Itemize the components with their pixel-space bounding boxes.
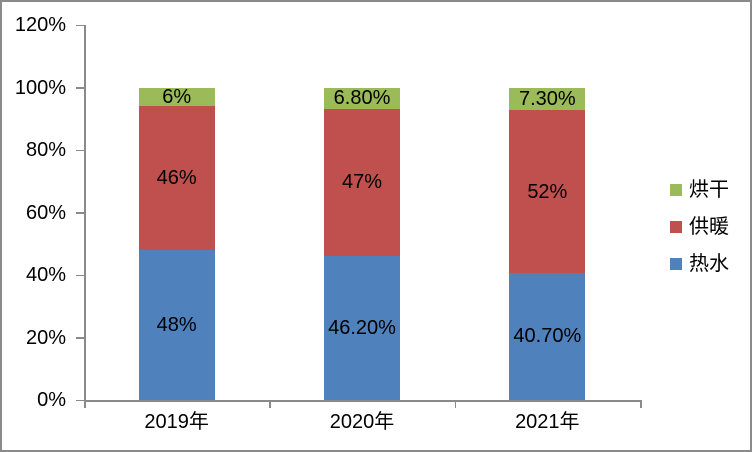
x-axis-tick [640, 400, 642, 408]
legend-label: 烘干 [689, 179, 729, 201]
y-axis-tick-label: 100% [14, 76, 66, 99]
legend-item: 热水 [670, 251, 729, 277]
legend-label: 热水 [689, 253, 729, 275]
bar-segment-label: 46% [156, 167, 197, 190]
bar-segment [509, 110, 586, 273]
y-axis-tick [76, 24, 84, 26]
legend-swatch [670, 258, 682, 270]
bar-segment [324, 87, 400, 109]
legend-swatch [670, 221, 682, 233]
bar-segment [138, 87, 215, 107]
y-axis-tick [76, 87, 84, 89]
x-axis-category-label: 2019年 [144, 411, 209, 433]
legend-item: 供暖 [670, 214, 729, 240]
bar-segment [509, 272, 586, 400]
legend-label: 供暖 [689, 216, 729, 238]
y-axis-tick-label: 20% [25, 326, 66, 349]
y-axis-tick [76, 337, 84, 339]
bar-segment [324, 255, 400, 400]
x-axis-category-label: 2021年 [515, 411, 580, 433]
bar-segment-label: 52% [527, 180, 568, 203]
y-axis-tick-label: 80% [25, 139, 66, 161]
legend-item: 烘干 [670, 177, 729, 203]
bar-segment-label: 7.30% [518, 87, 576, 110]
bar-segment-label: 40.70% [513, 325, 582, 348]
y-axis-tick-label: 40% [25, 264, 66, 286]
bar-segment-label: 46.20% [328, 316, 396, 339]
legend-swatch [670, 184, 682, 196]
bar-segment-label: 47% [341, 171, 383, 194]
y-axis-tick-label: 0% [37, 389, 66, 411]
x-axis-category-label: 2020年 [329, 411, 395, 433]
bar-segment [138, 106, 215, 250]
y-axis-line [84, 25, 86, 400]
y-axis-tick [76, 212, 84, 214]
x-axis-tick [454, 400, 457, 408]
y-axis-tick-label: 120% [14, 14, 66, 36]
bar-segment [509, 87, 586, 111]
x-axis-tick [84, 400, 86, 408]
y-axis-tick [76, 149, 84, 151]
bar-segment-label: 6.80% [333, 87, 391, 110]
bar-segment [324, 108, 400, 256]
bar-segment-label: 6% [162, 85, 192, 108]
bar-segment-label: 48% [156, 314, 197, 336]
y-axis-tick-label: 60% [25, 201, 66, 224]
x-axis-line [84, 400, 641, 402]
y-axis-tick [76, 399, 84, 401]
bar-segment [138, 250, 215, 400]
y-axis-tick [76, 274, 84, 276]
x-axis-tick [269, 400, 271, 408]
